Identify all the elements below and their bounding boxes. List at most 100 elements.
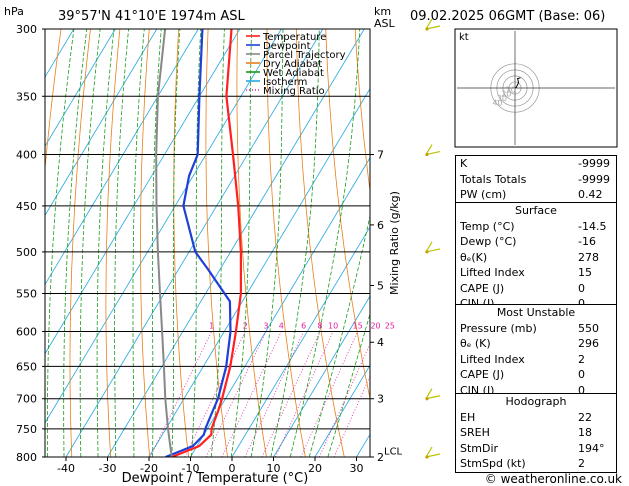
isotherm-line — [148, 87, 370, 457]
table-row: EH 22 — [456, 410, 616, 426]
wind-barb-dot — [425, 250, 429, 254]
legend-label: Parcel Trajectory — [263, 50, 346, 61]
table-row: PW (cm) 0.42 — [456, 187, 616, 203]
row-value: 296 — [578, 337, 599, 350]
row-value: -14.5 — [578, 219, 607, 233]
temperature-tick-label: 10 — [267, 462, 281, 475]
table-row: θₑ (K) 296 — [456, 336, 616, 352]
pressure-tick-label: 300 — [16, 23, 37, 36]
row-value: 278 — [578, 250, 599, 264]
mixing-ratio-line — [205, 331, 267, 457]
row-value: 2 — [578, 457, 585, 470]
row-value: 0 — [578, 296, 612, 312]
row-label: CAPE (J) — [460, 368, 505, 381]
wind-barb-staff — [425, 241, 433, 253]
row-value: 0.42 — [578, 188, 603, 201]
table-row: Lifted Index 2 — [456, 352, 616, 368]
mixing-ratio-line — [261, 331, 321, 457]
isotherm-line — [273, 295, 370, 457]
height-tick-label: 6 — [377, 219, 384, 232]
wind-barb-dot — [425, 152, 429, 157]
wind-barb-staff — [425, 388, 433, 400]
pressure-tick-label: 600 — [16, 325, 37, 338]
legend-label: Wet Adiabat — [263, 68, 324, 79]
mixing-ratio-line — [275, 331, 334, 457]
hpa-axis-title: hPa — [4, 5, 24, 18]
table-row: θₑ(K) 278 — [456, 250, 616, 266]
row-value: -9999 — [578, 157, 610, 170]
pressure-tick-label: 550 — [16, 287, 37, 300]
table-row: Dewp (°C) -16 — [456, 234, 616, 250]
height-axis: 7 6 5 4 3 2 LCL — [370, 149, 403, 464]
copyright: © weatheronline.co.uk — [485, 472, 622, 486]
pressure-tick-label: 700 — [16, 393, 37, 406]
mixing-ratio-labels: 1 2 3 4 6 8 10 15 20 25 — [209, 321, 395, 330]
row-label: Lifted Index — [460, 266, 525, 279]
wind-barb-dot — [425, 397, 429, 401]
sounding-profiles — [155, 29, 242, 457]
surface-title: Surface — [515, 204, 557, 217]
pressure-tick-label: 350 — [16, 90, 37, 103]
pressure-tick-label: 450 — [16, 200, 37, 213]
row-value: -16 — [578, 235, 596, 248]
row-label: StmSpd (kt) — [460, 457, 526, 470]
surface-table: Surface Temp (°C) -14.5 Dewp (°C) -16 θₑ(K) 2… — [455, 202, 617, 313]
pressure-axis: 300 350 400 450 500 550 600 650 700 750 800 — [16, 23, 45, 464]
table-row: CAPE (J) 0 — [456, 367, 616, 383]
wet-adiabat-line — [210, 29, 225, 457]
height-tick-label: 2 — [377, 451, 384, 464]
wind-barb-dot — [425, 27, 429, 31]
wet-adiabat-line — [327, 312, 370, 457]
temperature-tick-label: -20 — [140, 462, 158, 475]
row-label: θₑ (K) — [460, 337, 491, 350]
table-row: Pressure (mb) 550 — [456, 321, 616, 337]
row-value: 194° — [578, 441, 605, 455]
row-label: SREH — [460, 426, 490, 439]
dry-adiabat-line — [45, 29, 62, 173]
temperature-tick-label: -10 — [182, 462, 200, 475]
row-value: 0 — [578, 368, 585, 381]
wind-barb — [425, 18, 441, 31]
wind-barb — [425, 388, 441, 401]
isotherm-line — [314, 364, 370, 457]
isotherm-line — [45, 29, 199, 286]
legend-label: Dewpoint — [263, 41, 311, 52]
km-axis-title: km — [374, 5, 391, 18]
legend-label: Isotherm — [263, 77, 307, 88]
lcl-label: LCL — [384, 447, 403, 458]
table-row: K -9999 — [456, 156, 616, 172]
isotherm-line — [65, 29, 324, 457]
x-axis-label: Dewpoint / Temperature (°C) — [122, 471, 309, 486]
row-value: 2 — [578, 352, 585, 366]
most-unstable-table: Most Unstable Pressure (mb) 550 θₑ (K) 296 L… — [455, 304, 617, 399]
row-value: -9999 — [578, 172, 610, 186]
mixing-ratio-line — [221, 331, 282, 457]
location-title: 39°57'N 41°10'E 1974m ASL — [58, 9, 246, 24]
plot-frame — [44, 28, 371, 458]
pressure-tick-label: 750 — [16, 423, 37, 436]
pressure-tick-label: 800 — [16, 451, 37, 464]
mixing-ratio-label: 3 — [263, 321, 268, 330]
height-tick-label: 7 — [377, 149, 384, 162]
mixing-ratio-axis-label: Mixing Ratio (g/kg) — [388, 191, 401, 295]
table-row: Totals Totals -9999 — [456, 172, 616, 188]
mixing-ratio-label: 2 — [243, 321, 248, 330]
temperature-tick-label: 0 — [229, 462, 236, 475]
row-value: 0 — [578, 383, 585, 397]
mixing-ratio-label: 8 — [318, 321, 323, 330]
row-label: θₑ(K) — [460, 250, 488, 264]
row-value: 0 — [578, 281, 585, 295]
temperature-tick-label: -40 — [57, 462, 75, 475]
background-lines — [45, 29, 370, 457]
height-tick-label: 4 — [377, 336, 384, 349]
row-label: Pressure (mb) — [460, 321, 537, 335]
wind-barb-dot — [425, 455, 429, 459]
pressure-tick-label: 400 — [16, 149, 37, 162]
legend-label: Temperature — [262, 32, 326, 43]
wet-adiabat-line — [114, 29, 129, 457]
wind-barb-staff — [425, 144, 433, 155]
hodograph-ring-label: 30 — [497, 94, 507, 103]
wet-adiabat-line — [79, 29, 101, 457]
pressure-tick-label: 650 — [16, 360, 37, 373]
